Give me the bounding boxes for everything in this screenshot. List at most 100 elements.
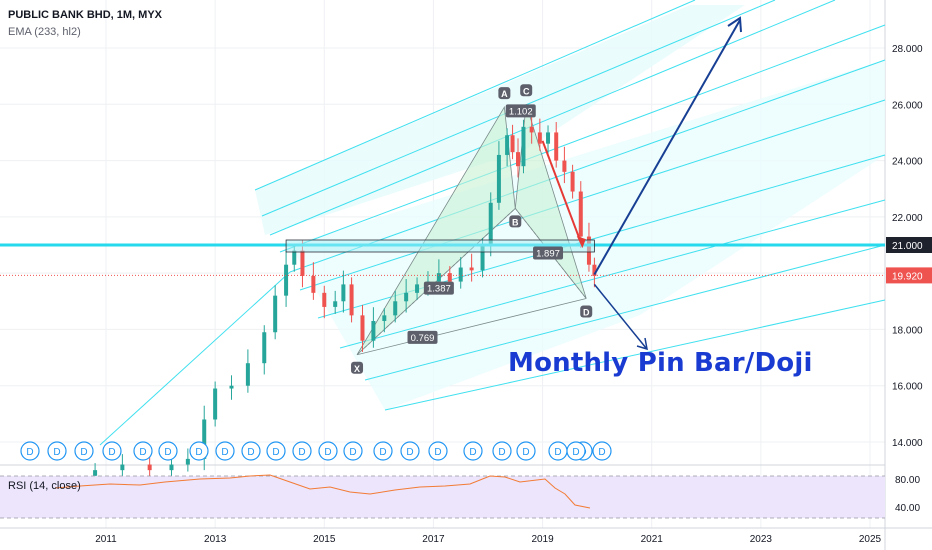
dividend-marker[interactable]: D — [373, 441, 393, 461]
candle — [311, 262, 316, 300]
last-price-badge: 19.920 — [886, 267, 932, 284]
dividend-letter: D — [349, 447, 356, 458]
rsi-pane — [0, 474, 885, 519]
candle-body — [404, 292, 409, 302]
dividend-marker[interactable]: D — [343, 441, 363, 461]
ratio-box — [407, 330, 438, 344]
candle-body — [393, 301, 398, 316]
dividend-circle — [516, 441, 536, 461]
time-tick: 2017 — [422, 534, 445, 545]
dividend-letter: D — [498, 447, 505, 458]
candle-body — [322, 292, 327, 307]
dividend-marker[interactable]: D — [428, 441, 448, 461]
rsi-label: RSI (14, close) — [8, 480, 81, 492]
candle-body — [521, 126, 526, 167]
channel-line — [99, 271, 291, 446]
candle-body — [147, 464, 152, 471]
candle-body — [505, 135, 510, 155]
dividend-letter: D — [522, 447, 529, 458]
price-axis: 28.000 26.000 24.000 22.000 18.000 16.000 14.0… — [886, 44, 932, 514]
candle-body — [592, 264, 597, 276]
dividend-letter: D — [572, 447, 579, 458]
candle-body — [554, 132, 559, 161]
candle-body — [458, 267, 463, 282]
dividend-marker[interactable]: D — [189, 441, 209, 461]
dividend-marker[interactable]: D — [400, 441, 420, 461]
time-tick: 2013 — [204, 534, 227, 545]
dividend-markers: DDDDDDDDDDDDDDDDDDDDDDD — [20, 441, 612, 461]
dividend-marker[interactable]: D — [133, 441, 153, 461]
dividend-letter: D — [554, 447, 561, 458]
candle — [245, 349, 250, 393]
price-tick: 24.000 — [892, 157, 923, 168]
dividend-marker[interactable]: D — [292, 441, 312, 461]
dividend-marker[interactable]: D — [241, 441, 261, 461]
candle — [570, 164, 575, 199]
bullish-arrow-line — [593, 19, 741, 276]
candle-body — [360, 315, 365, 341]
rsi-line — [54, 474, 591, 509]
ratio-text: 1.897 — [536, 248, 560, 259]
point-label-c: C — [520, 84, 533, 97]
ratio-label: 1.387 — [423, 281, 454, 295]
dividend-circle — [189, 441, 209, 461]
dividend-marker[interactable]: D — [592, 441, 612, 461]
harmonic-xd — [356, 298, 587, 356]
ratio-box — [423, 281, 454, 295]
dividend-marker[interactable]: D — [266, 441, 286, 461]
dividend-marker[interactable]: D — [74, 441, 94, 461]
dividend-marker[interactable]: D — [566, 441, 586, 461]
dividend-letter: D — [53, 447, 60, 458]
candle — [458, 257, 463, 289]
candle-body — [245, 363, 250, 386]
point-label-box — [351, 361, 364, 374]
channel-line — [269, 0, 836, 236]
dividend-letter: D — [598, 447, 605, 458]
pattern-labels: X A B C D 1.102 1.897 1.387 0.769 — [351, 84, 593, 374]
dividend-marker[interactable]: D — [47, 441, 67, 461]
resistance-badge-bg — [886, 237, 932, 253]
candle — [469, 253, 474, 282]
dividend-marker[interactable]: D — [463, 441, 483, 461]
point-label-box — [520, 84, 533, 97]
candle — [262, 325, 267, 375]
candle-body — [488, 202, 493, 245]
ratio-box — [533, 246, 564, 260]
candle — [537, 118, 542, 151]
dividend-circle — [492, 441, 512, 461]
dividend-marker[interactable]: D — [492, 441, 512, 461]
candle-body — [371, 320, 376, 341]
pin-bar-annotation: Monthly Pin Bar/Doji — [508, 348, 813, 378]
candle-body — [273, 295, 278, 333]
dividend-marker[interactable]: D — [215, 441, 235, 461]
dividend-marker[interactable]: D — [158, 441, 178, 461]
candle — [322, 285, 327, 319]
time-tick: 2025 — [859, 534, 882, 545]
dividend-letter: D — [26, 447, 33, 458]
channel-line — [254, 0, 696, 191]
candle — [349, 277, 354, 323]
dividend-marker[interactable]: D — [102, 441, 122, 461]
price-tick: 26.000 — [892, 100, 923, 111]
price-tick: 22.000 — [892, 213, 923, 224]
candle-body — [537, 132, 542, 144]
candle-body — [578, 191, 583, 237]
candle — [371, 307, 376, 348]
dividend-letter: D — [434, 447, 441, 458]
ratio-box — [505, 104, 536, 118]
dividend-marker[interactable]: D — [516, 441, 536, 461]
candle — [360, 304, 365, 352]
point-label-text: C — [523, 86, 530, 96]
candle-body — [292, 250, 297, 265]
dividend-marker[interactable]: D — [20, 441, 40, 461]
dividend-marker[interactable]: D — [548, 441, 568, 461]
candle-body — [510, 135, 515, 153]
dividend-circle — [20, 441, 40, 461]
chart-title: PUBLIC BANK BHD, 1M, MYX — [8, 9, 163, 21]
bearish-arrow-head-blue — [636, 337, 648, 351]
dividend-marker[interactable]: D — [318, 441, 338, 461]
dividend-circle — [592, 441, 612, 461]
dividend-circle — [343, 441, 363, 461]
last-price-badge-bg — [886, 267, 932, 284]
